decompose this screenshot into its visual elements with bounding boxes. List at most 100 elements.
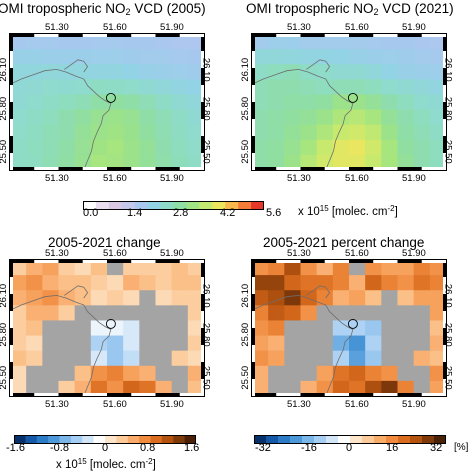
panel-title: 2005-2021 change: [48, 235, 161, 250]
grid-cell: [332, 79, 350, 96]
colorbar-unit-label: x 1015 [molec. cm-2]: [298, 204, 398, 218]
grid-cell: [139, 350, 157, 367]
coastline-island: [306, 285, 331, 299]
colorbar-tick-label: -16: [301, 442, 317, 454]
grid-cell: [349, 320, 366, 337]
grid-cell: [58, 365, 76, 382]
lat-tick-label: 26.10: [442, 58, 454, 82]
colorbar-swatch: [374, 435, 387, 444]
grid-cell: [171, 34, 189, 50]
colorbar-swatch: [25, 435, 38, 444]
coastline-island: [64, 285, 89, 299]
grid-cell: [268, 124, 285, 141]
colorbar-swatch: [410, 435, 423, 444]
grid-cell: [332, 260, 350, 276]
frame-tick: [324, 260, 350, 263]
grid-cell: [107, 139, 124, 156]
grid-cell: [155, 365, 173, 382]
grid-cell: [349, 154, 366, 170]
frame-tick: [82, 167, 108, 170]
frame-tick: [252, 136, 255, 153]
colorbar-swatch: [105, 435, 117, 444]
map-change: [9, 259, 205, 397]
grid-cell: [316, 290, 334, 306]
frame-tick: [443, 153, 446, 170]
city-marker-circle: [105, 92, 116, 103]
grid-cell: [139, 49, 157, 65]
grid-cell: [316, 320, 334, 337]
city-marker-circle: [347, 92, 358, 103]
grid-cell: [10, 335, 27, 352]
frame-tick: [252, 51, 255, 68]
frame-tick: [201, 136, 204, 153]
grid-cell: [26, 365, 43, 382]
grid-cell: [90, 49, 108, 65]
frame-tick: [10, 277, 13, 294]
grid-cell: [74, 275, 92, 291]
grid-cell: [90, 365, 108, 382]
grid-cell: [107, 94, 124, 111]
colorbar-tick-label: 0: [346, 442, 353, 454]
colorbar-frame: [14, 435, 196, 444]
grid-cell: [316, 365, 334, 382]
grid-cell: [26, 260, 43, 276]
frame-tick: [10, 294, 13, 311]
grid-cell: [90, 154, 108, 170]
lat-tick-label: 26.10: [0, 284, 10, 308]
grid-cell: [139, 64, 157, 80]
city-marker-circle: [347, 318, 358, 329]
colorbar-swatch: [70, 435, 83, 444]
grid-cell: [397, 275, 415, 291]
grid-cell: [26, 94, 43, 111]
grid-cell: [187, 380, 204, 396]
frame-tick: [252, 277, 255, 294]
frame-tick: [443, 136, 446, 153]
colorbar-swatch: [48, 435, 61, 444]
grid-cell: [252, 365, 269, 382]
frame-tick: [34, 260, 59, 263]
grid-cell: [252, 275, 269, 291]
grid-cell: [268, 94, 285, 111]
coastline: [10, 294, 112, 396]
frame-tick: [443, 362, 446, 379]
grid-cell: [187, 109, 204, 126]
grid-cell: [284, 260, 302, 276]
grid-cell: [187, 290, 204, 306]
lat-tick-label: 26.10: [240, 58, 252, 82]
grid-cell: [26, 320, 43, 337]
grid-cell: [58, 275, 76, 291]
frame-tick: [373, 260, 398, 263]
grid-cell: [365, 305, 382, 322]
grid-cell: [268, 305, 285, 322]
grid-cell: [26, 335, 43, 352]
grid-cell: [10, 139, 27, 156]
grid-cell: [42, 320, 60, 337]
grid-cell: [284, 380, 302, 396]
grid-cell: [155, 320, 173, 337]
grid-cell: [349, 260, 366, 276]
grid-cell: [316, 260, 334, 276]
grid-cell: [332, 320, 350, 337]
grid-cell: [123, 109, 140, 126]
grid-cell: [139, 320, 157, 337]
grid-cell: [300, 275, 318, 291]
grid-cell: [42, 380, 60, 396]
colorbar-tick-label: 16: [386, 442, 399, 454]
grid-cell: [365, 94, 382, 111]
grid-cell: [413, 320, 431, 337]
frame-tick: [349, 260, 374, 263]
grid-cell: [42, 275, 60, 291]
frame-tick: [349, 393, 374, 396]
lat-tick-label: 25.80: [240, 96, 252, 121]
frame-tick: [252, 328, 255, 345]
grid-cell: [107, 64, 124, 80]
frame-tick: [252, 362, 255, 379]
grid-cell: [26, 380, 43, 396]
grid-cell: [429, 290, 446, 306]
frame-tick: [397, 34, 422, 37]
colorbar-swatch: [302, 435, 315, 444]
frame-tick: [443, 260, 446, 277]
grid-cell: [413, 260, 431, 276]
grid-cell: [90, 139, 108, 156]
grid-cell: [381, 380, 399, 396]
